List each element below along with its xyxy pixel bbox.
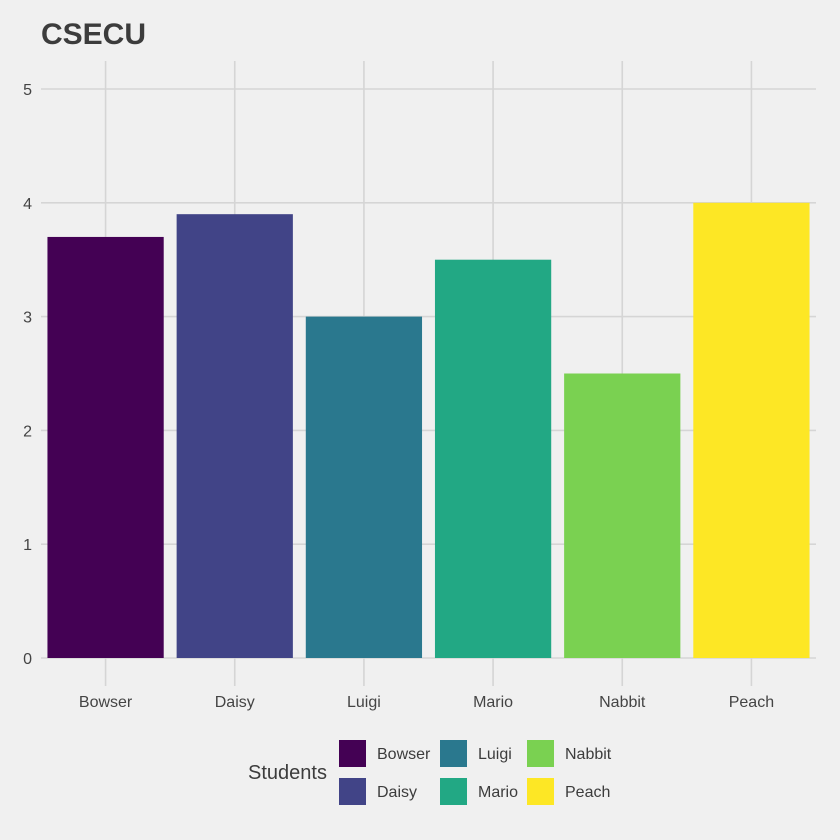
- bar-peach: [693, 202, 810, 659]
- y-tick-label: 5: [23, 82, 32, 99]
- y-tick-label: 4: [23, 196, 32, 213]
- x-tick-label: Mario: [473, 694, 513, 711]
- y-tick-label: 2: [23, 423, 32, 440]
- legend-label: Daisy: [377, 784, 417, 801]
- bar-daisy: [176, 214, 293, 658]
- y-tick-label: 1: [23, 537, 32, 554]
- legend-swatch: [527, 778, 554, 805]
- legend-swatch: [527, 740, 554, 767]
- x-tick-label: Luigi: [347, 694, 381, 711]
- legend-title: Students: [248, 762, 327, 784]
- legend-label: Peach: [565, 784, 610, 801]
- bar-bowser: [47, 236, 164, 658]
- x-tick-label: Peach: [729, 694, 774, 711]
- legend-swatch: [339, 778, 366, 805]
- bar-mario: [434, 259, 552, 658]
- y-tick-label: 0: [23, 651, 32, 668]
- legend-label: Luigi: [478, 746, 512, 763]
- legend-label: Bowser: [377, 746, 431, 763]
- legend-swatch: [339, 740, 366, 767]
- x-axis-ticks: Bowser Daisy Luigi Mario Nabbit Peach: [79, 694, 774, 711]
- y-axis-ticks: 0 1 2 3 4 5: [23, 82, 32, 668]
- legend-label: Nabbit: [565, 746, 612, 763]
- legend-swatch: [440, 740, 467, 767]
- x-tick-label: Daisy: [215, 694, 255, 711]
- legend-swatch: [440, 778, 467, 805]
- x-tick-label: Nabbit: [599, 694, 646, 711]
- y-tick-label: 3: [23, 310, 32, 327]
- bars: [47, 202, 810, 659]
- x-tick-label: Bowser: [79, 694, 133, 711]
- bar-nabbit: [564, 373, 681, 658]
- bar-luigi: [305, 316, 423, 658]
- legend: Students Bowser Daisy Luigi Mario Nabbit Peac…: [248, 740, 612, 805]
- chart-title: CSECU: [41, 18, 146, 51]
- legend-label: Mario: [478, 784, 518, 801]
